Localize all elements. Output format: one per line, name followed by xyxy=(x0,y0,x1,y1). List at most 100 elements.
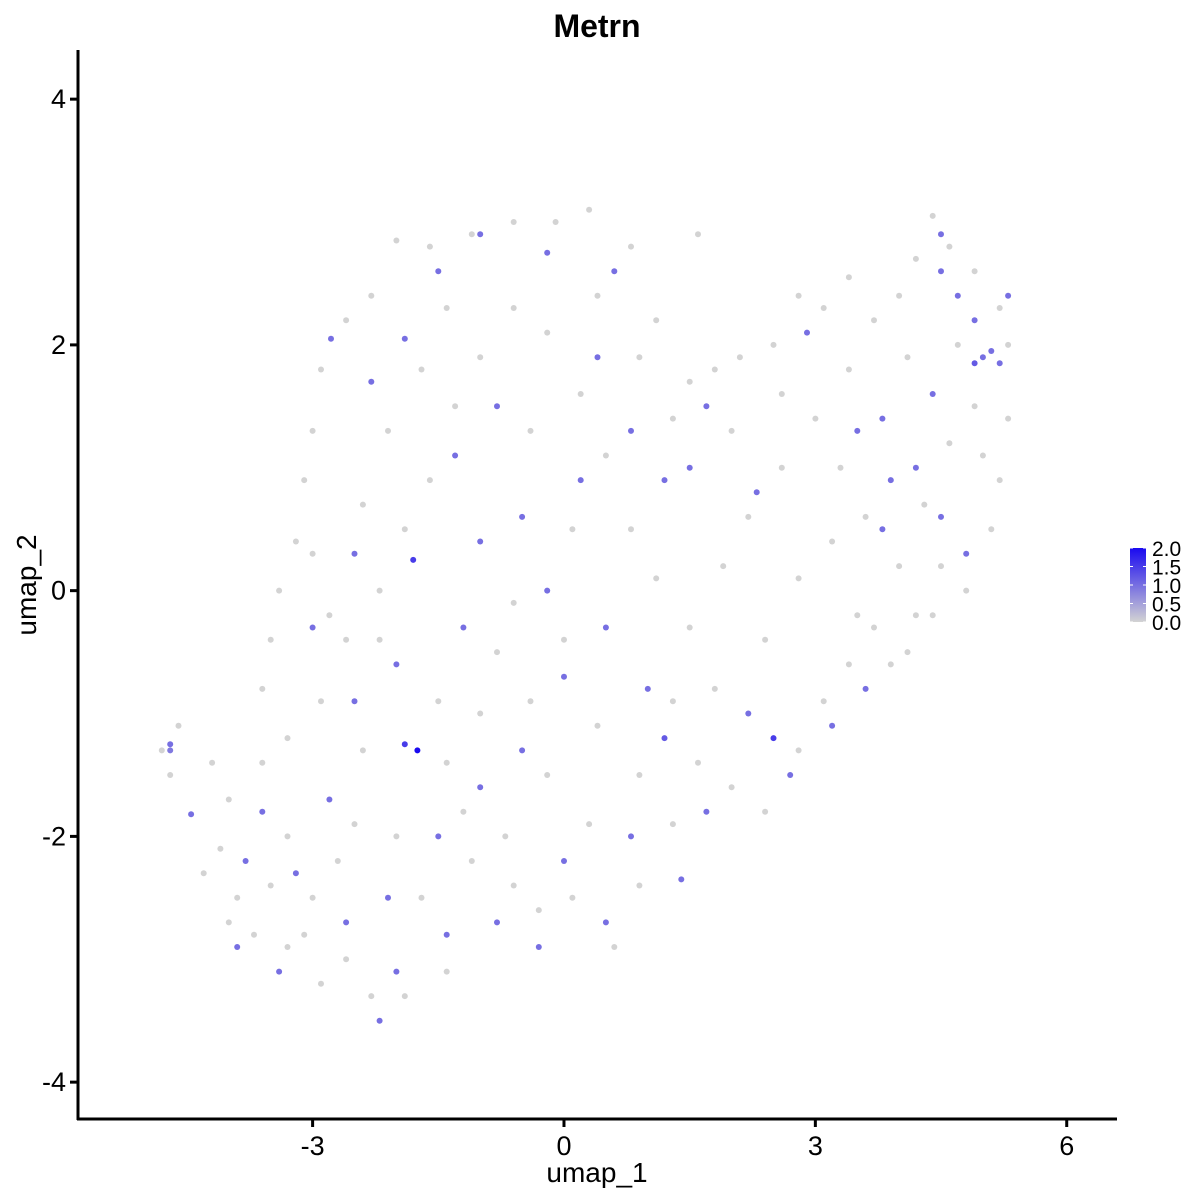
data-point xyxy=(795,747,802,754)
data-point xyxy=(628,526,634,533)
data-point xyxy=(929,212,936,219)
data-point xyxy=(703,403,710,410)
data-point xyxy=(544,329,551,336)
data-point xyxy=(988,348,995,354)
data-point xyxy=(636,772,643,778)
data-point xyxy=(418,366,425,373)
data-point xyxy=(996,477,1003,484)
data-point xyxy=(577,477,584,484)
data-point xyxy=(343,956,350,963)
y-tick-label: -2 xyxy=(42,821,66,851)
data-point xyxy=(938,513,944,520)
data-point xyxy=(259,759,266,766)
data-point xyxy=(368,378,375,385)
data-point xyxy=(736,354,743,361)
data-point xyxy=(963,587,970,594)
data-point xyxy=(602,452,609,459)
data-point xyxy=(929,391,936,397)
data-point xyxy=(695,759,701,766)
data-point xyxy=(301,931,308,938)
data-point xyxy=(435,833,442,840)
data-point xyxy=(502,833,509,840)
data-point xyxy=(628,427,634,434)
data-point xyxy=(971,317,978,324)
x-axis-title: umap_1 xyxy=(546,1157,647,1188)
x-tick-label: 3 xyxy=(808,1131,823,1161)
data-point xyxy=(954,292,961,299)
data-point xyxy=(460,808,467,815)
data-point xyxy=(720,563,727,570)
data-point xyxy=(946,243,953,250)
data-point xyxy=(167,747,174,754)
data-point xyxy=(946,440,953,447)
data-point xyxy=(896,292,903,299)
data-point xyxy=(561,673,567,680)
y-tick-label: -4 xyxy=(42,1067,66,1097)
data-point xyxy=(561,858,567,864)
data-point xyxy=(234,944,241,950)
data-point xyxy=(912,464,919,471)
x-tick-label: 6 xyxy=(1059,1131,1074,1161)
data-point xyxy=(745,710,752,717)
data-point xyxy=(544,249,551,256)
data-point xyxy=(695,231,701,238)
data-point xyxy=(426,477,433,484)
data-point xyxy=(703,808,710,815)
data-point xyxy=(812,415,819,422)
data-point xyxy=(318,366,324,373)
data-point xyxy=(887,477,894,484)
data-point xyxy=(167,741,174,748)
data-point xyxy=(418,894,425,901)
data-point xyxy=(385,427,391,434)
data-point xyxy=(594,354,601,361)
data-point xyxy=(628,833,634,840)
data-point xyxy=(669,415,676,422)
data-point xyxy=(477,710,484,717)
data-point xyxy=(778,464,785,471)
data-point xyxy=(988,526,995,533)
data-point xyxy=(318,980,324,987)
data-point xyxy=(334,858,341,864)
data-point xyxy=(602,624,609,631)
x-tick-label: -3 xyxy=(301,1131,325,1161)
data-point xyxy=(477,231,484,238)
data-point xyxy=(443,931,450,938)
data-point xyxy=(912,612,919,619)
x-tick-label: 0 xyxy=(556,1131,571,1161)
data-point xyxy=(175,722,182,729)
data-point xyxy=(284,833,291,840)
data-point xyxy=(829,538,836,545)
data-point xyxy=(971,268,978,275)
data-point xyxy=(460,624,467,631)
data-point xyxy=(586,821,593,828)
data-point xyxy=(979,354,986,361)
data-point xyxy=(401,526,408,533)
y-tick-label: 4 xyxy=(51,84,66,114)
data-point xyxy=(393,833,400,840)
data-point xyxy=(820,305,827,311)
data-point xyxy=(351,550,358,557)
data-point xyxy=(854,612,861,619)
data-point xyxy=(753,489,760,496)
data-point xyxy=(728,784,735,791)
data-point xyxy=(401,993,408,1000)
data-point xyxy=(468,231,475,238)
legend-tick-label: 2.0 xyxy=(1152,538,1181,561)
data-point xyxy=(401,741,408,748)
data-point xyxy=(552,219,559,225)
data-point xyxy=(887,661,894,668)
data-point xyxy=(376,1017,383,1024)
data-point xyxy=(711,366,718,373)
data-point xyxy=(770,341,777,348)
data-point xyxy=(569,894,576,901)
data-point xyxy=(309,550,316,557)
data-point xyxy=(309,427,316,434)
data-point xyxy=(611,944,618,950)
data-point xyxy=(602,919,609,926)
data-point xyxy=(494,649,500,656)
data-point xyxy=(762,636,769,643)
data-point xyxy=(686,624,693,631)
data-point xyxy=(510,305,517,311)
data-point xyxy=(653,317,660,324)
data-point xyxy=(494,919,500,926)
